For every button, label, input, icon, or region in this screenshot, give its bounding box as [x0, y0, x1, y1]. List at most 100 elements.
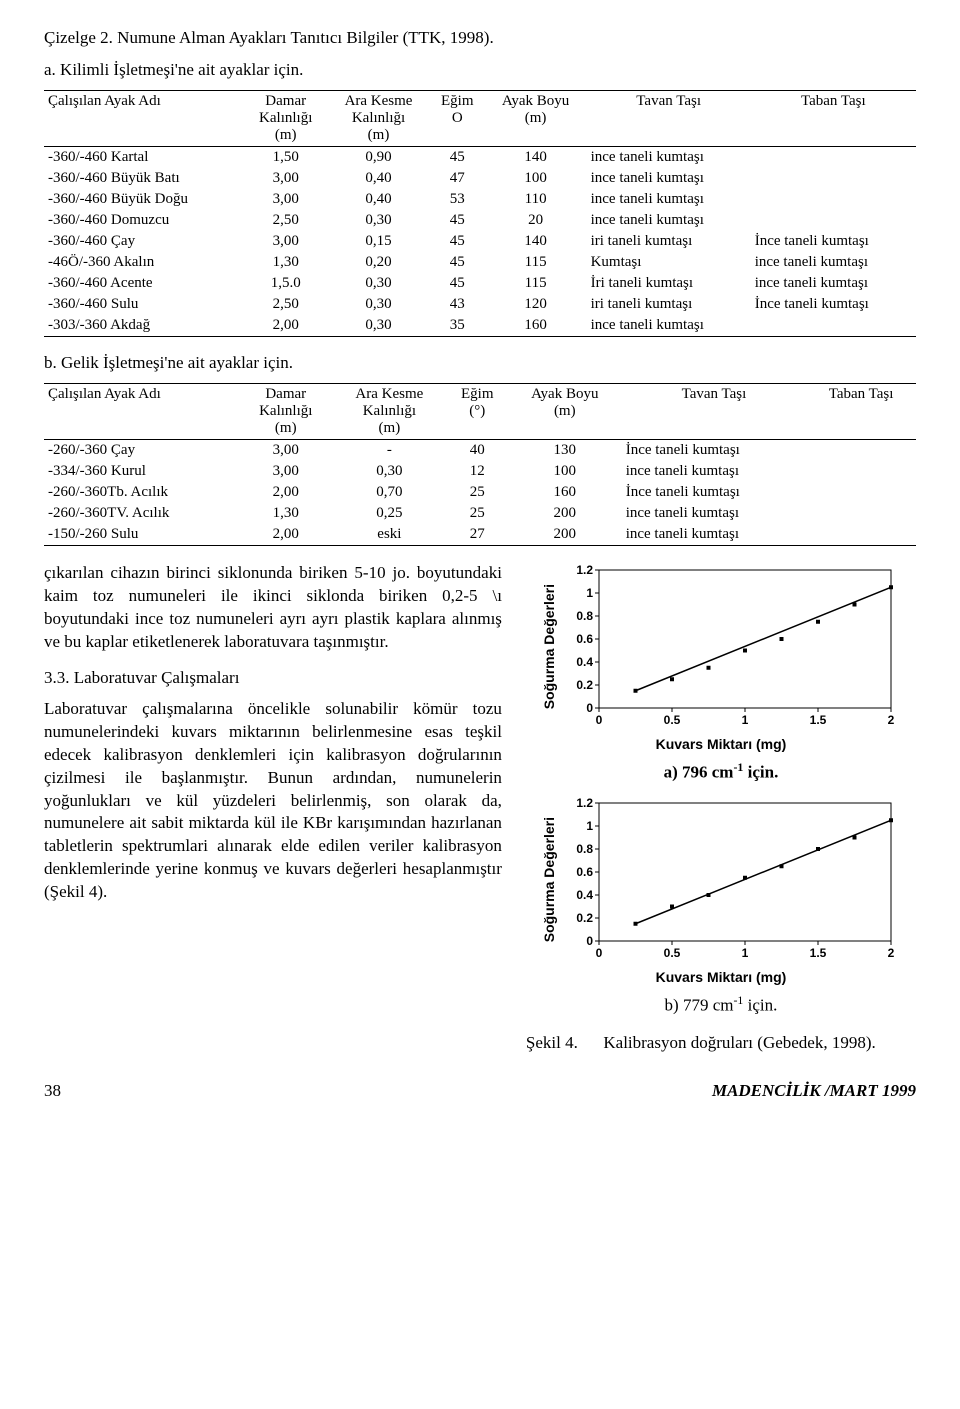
table-cell: 3,00: [244, 189, 327, 210]
table-cell: 3,00: [244, 231, 327, 252]
table-cell: eski: [332, 524, 447, 546]
table-cell: 0,30: [327, 210, 430, 231]
table-cell: 140: [485, 231, 587, 252]
th-text: (m): [275, 420, 297, 436]
table-cell: 45: [430, 210, 485, 231]
table-cell: 2,50: [244, 294, 327, 315]
table-cell: [751, 168, 916, 189]
table-cell: 200: [508, 524, 622, 546]
th-ayak-adi: Çalışılan Ayak Adı: [44, 384, 239, 440]
svg-text:0.5: 0.5: [664, 713, 681, 727]
table-cell: ince taneli kumtaşı: [751, 252, 916, 273]
figure-caption: Şekil 4. Kalibrasyon doğruları (Gebedek,…: [526, 1033, 916, 1053]
table-cell: 45: [430, 231, 485, 252]
svg-text:1.2: 1.2: [576, 796, 593, 810]
table-cell: -360/-460 Sulu: [44, 294, 244, 315]
table-cell: 3,00: [239, 461, 332, 482]
th-text: Kalınlığı: [363, 403, 416, 419]
table-cell: 1,50: [244, 147, 327, 169]
th-arakesme: Ara Kesme Kalınlığı (m): [327, 91, 430, 147]
svg-text:0: 0: [596, 713, 603, 727]
table-cell: 3,00: [239, 440, 332, 462]
table-cell: 200: [508, 503, 622, 524]
th-text: Kalınlığı: [259, 110, 312, 126]
table-row: -260/-360TV. Acılık1,300,2525200ince tan…: [44, 503, 916, 524]
table-header-row: Çalışılan Ayak Adı Damar Kalınlığı (m) A…: [44, 384, 916, 440]
table-cell: 27: [447, 524, 508, 546]
table-cell: Kumtaşı: [587, 252, 751, 273]
svg-text:0.2: 0.2: [576, 911, 593, 925]
table-cell: -260/-360TV. Acılık: [44, 503, 239, 524]
svg-text:0.8: 0.8: [576, 609, 593, 623]
table-row: -360/-460 Domuzcu2,500,304520ince taneli…: [44, 210, 916, 231]
th-damar: Damar Kalınlığı (m): [239, 384, 332, 440]
table-b: Çalışılan Ayak Adı Damar Kalınlığı (m) A…: [44, 383, 916, 546]
svg-text:0.2: 0.2: [576, 678, 593, 692]
table-cell: 12: [447, 461, 508, 482]
table-cell: 1,30: [244, 252, 327, 273]
table-cell: -360/-460 Çay: [44, 231, 244, 252]
table-row: -360/-460 Büyük Batı3,000,4047100ince ta…: [44, 168, 916, 189]
table-cell: İnce taneli kumtaşı: [622, 482, 806, 503]
table-cell: -334/-360 Kurul: [44, 461, 239, 482]
table-cell: 2,00: [239, 482, 332, 503]
th-taban: Taban Taşı: [806, 384, 916, 440]
table-row: -360/-460 Kartal1,500,9045140ince taneli…: [44, 147, 916, 169]
svg-text:1.5: 1.5: [810, 946, 827, 960]
table-cell: İnce taneli kumtaşı: [751, 294, 916, 315]
th-text: (m): [525, 110, 547, 126]
table-row: -46Ö/-360 Akalın1,300,2045115Kumtaşıince…: [44, 252, 916, 273]
svg-text:0.8: 0.8: [576, 842, 593, 856]
th-taban: Taban Taşı: [751, 91, 916, 147]
th-text: Ayak Boyu: [531, 386, 598, 402]
two-column-layout: çıkarılan cihazın birinci siklonunda bir…: [44, 562, 916, 1053]
table-cell: 115: [485, 252, 587, 273]
th-damar: Damar Kalınlığı (m): [244, 91, 327, 147]
table-cell: ince taneli kumtaşı: [751, 273, 916, 294]
table-cell: [751, 147, 916, 169]
table-cell: 130: [508, 440, 622, 462]
chart-b-caption: b) 779 cm-1 için.: [665, 993, 778, 1016]
svg-text:1: 1: [586, 819, 593, 833]
table-cell: 2,00: [239, 524, 332, 546]
table-row: -260/-360 Çay3,00-40130İnce taneli kumta…: [44, 440, 916, 462]
th-text: Ara Kesme: [345, 93, 413, 109]
svg-text:0: 0: [586, 934, 593, 948]
table-row: -260/-360Tb. Acılık2,000,7025160İnce tan…: [44, 482, 916, 503]
table-cell: ince taneli kumtaşı: [587, 147, 751, 169]
table-cell: 35: [430, 315, 485, 337]
figure-label: Şekil 4.: [526, 1033, 578, 1052]
table-cell: İnce taneli kumtaşı: [751, 231, 916, 252]
th-text: (m): [368, 127, 390, 143]
svg-text:1: 1: [586, 586, 593, 600]
page-title: Çizelge 2. Numune Alman Ayakları Tanıtıc…: [44, 28, 916, 48]
page-number: 38: [44, 1081, 61, 1101]
table-row: -360/-460 Büyük Doğu3,000,4053110ince ta…: [44, 189, 916, 210]
table-cell: 0,90: [327, 147, 430, 169]
table-cell: ince taneli kumtaşı: [587, 210, 751, 231]
chart-b-svg: 00.511.5200.20.40.60.811.2: [561, 795, 901, 965]
paragraph-2: Laboratuvar çalışmalarına öncelikle solu…: [44, 698, 502, 904]
table-cell: 3,00: [244, 168, 327, 189]
table-cell: -360/-460 Acente: [44, 273, 244, 294]
journal-issue: MADENCİLİK /MART 1999: [712, 1081, 916, 1101]
table-cell: 43: [430, 294, 485, 315]
chart-b-block: Soğurma Değerleri 00.511.5200.20.40.60.8…: [526, 795, 916, 1016]
left-column: çıkarılan cihazın birinci siklonunda bir…: [44, 562, 502, 1053]
th-arakesme: Ara Kesme Kalınlığı (m): [332, 384, 447, 440]
th-text: O: [452, 110, 463, 126]
table-a: Çalışılan Ayak Adı Damar Kalınlığı (m) A…: [44, 90, 916, 337]
svg-text:1: 1: [742, 713, 749, 727]
table-cell: 0,30: [327, 294, 430, 315]
table-cell: İri taneli kumtaşı: [587, 273, 751, 294]
th-text: Kalınlığı: [259, 403, 312, 419]
table-cell: 0,30: [327, 315, 430, 337]
table-cell: ince taneli kumtaşı: [587, 315, 751, 337]
table-cell: 160: [485, 315, 587, 337]
table-cell: ince taneli kumtaşı: [622, 524, 806, 546]
table-cell: 115: [485, 273, 587, 294]
chart-a-svg: 00.511.5200.20.40.60.811.2: [561, 562, 901, 732]
table-cell: [806, 482, 916, 503]
table-cell: 0,30: [327, 273, 430, 294]
table-cell: 47: [430, 168, 485, 189]
